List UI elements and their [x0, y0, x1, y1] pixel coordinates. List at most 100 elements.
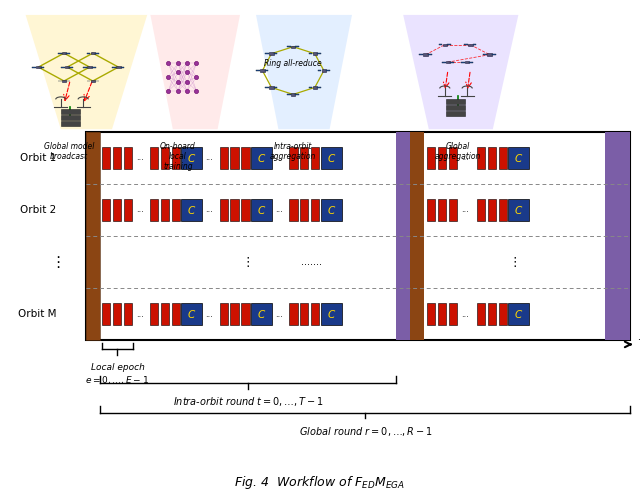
Bar	[91, 80, 95, 82]
Bar	[492, 54, 495, 55]
Bar	[113, 303, 121, 326]
Bar	[311, 303, 319, 326]
Bar	[438, 147, 446, 169]
Bar	[311, 199, 319, 221]
Bar	[181, 303, 202, 326]
Bar	[464, 44, 468, 45]
Bar	[102, 147, 110, 169]
Bar	[256, 70, 260, 71]
Bar	[322, 70, 326, 72]
Text: Orbit 1: Orbit 1	[20, 153, 56, 163]
Bar	[91, 52, 95, 54]
Bar	[410, 132, 424, 340]
Bar	[112, 67, 116, 68]
Bar	[311, 147, 319, 169]
Bar	[58, 81, 61, 82]
Text: Fig. 4  Workflow of F$_{\mathregular{ED}}$M$_{\mathregular{EGA}}$: Fig. 4 Workflow of F$_{\mathregular{ED}}…	[234, 474, 406, 491]
Bar	[58, 53, 61, 54]
Bar	[287, 46, 291, 47]
Bar	[61, 52, 67, 54]
Text: Intra-orbit
aggregation: Intra-orbit aggregation	[270, 142, 316, 161]
Bar	[61, 67, 65, 68]
Bar	[446, 99, 465, 104]
Bar	[113, 147, 121, 169]
Bar	[116, 66, 120, 68]
Bar	[150, 199, 158, 221]
Bar	[289, 147, 298, 169]
Bar	[451, 62, 454, 63]
Bar	[508, 199, 529, 221]
Text: ...: ...	[205, 205, 213, 215]
Bar	[427, 303, 435, 326]
Text: $C$: $C$	[187, 152, 196, 164]
Bar	[317, 87, 321, 88]
Bar	[113, 199, 121, 221]
Text: Ring all-reduce: Ring all-reduce	[264, 59, 322, 68]
Bar	[86, 132, 100, 340]
Bar	[438, 44, 442, 45]
Bar	[260, 70, 265, 72]
Text: Global
aggregation: Global aggregation	[435, 142, 481, 161]
Bar	[181, 199, 202, 221]
Text: ⋮: ⋮	[508, 255, 521, 269]
Bar	[36, 66, 41, 68]
Bar	[445, 61, 451, 63]
Bar	[438, 303, 446, 326]
Text: ...: ...	[136, 205, 143, 215]
Bar	[449, 303, 457, 326]
Polygon shape	[150, 15, 240, 129]
Bar	[465, 61, 470, 63]
Bar	[461, 62, 465, 63]
Bar	[86, 81, 90, 82]
Bar	[477, 199, 485, 221]
Bar	[65, 66, 69, 68]
Polygon shape	[26, 15, 147, 129]
Bar	[468, 44, 473, 46]
Bar	[161, 147, 169, 169]
Bar	[317, 53, 321, 54]
Bar	[172, 147, 180, 169]
Bar	[120, 67, 124, 68]
Bar	[317, 70, 321, 71]
Text: ⋮: ⋮	[242, 255, 254, 269]
Bar	[150, 147, 158, 169]
Bar	[124, 147, 132, 169]
Bar	[241, 147, 250, 169]
Bar	[241, 303, 250, 326]
Bar	[488, 147, 496, 169]
Text: ...: ...	[275, 205, 283, 215]
Bar	[438, 199, 446, 221]
Bar	[124, 303, 132, 326]
Bar	[428, 54, 431, 55]
Bar	[449, 199, 457, 221]
Bar	[61, 109, 80, 114]
Bar	[86, 53, 90, 54]
Bar	[296, 94, 299, 95]
Bar	[274, 53, 278, 54]
Bar	[269, 86, 274, 88]
Bar	[477, 303, 485, 326]
Bar	[124, 199, 132, 221]
Text: $C$: $C$	[326, 204, 336, 216]
Bar	[419, 54, 423, 55]
Bar	[67, 53, 70, 54]
Bar	[265, 70, 268, 71]
Bar	[172, 303, 180, 326]
Bar	[102, 199, 110, 221]
Bar	[296, 46, 299, 47]
Bar	[447, 44, 451, 45]
Bar	[424, 54, 428, 56]
Bar	[427, 147, 435, 169]
Text: Time: Time	[638, 339, 640, 349]
Text: Orbit M: Orbit M	[18, 309, 56, 320]
Bar	[499, 147, 507, 169]
Bar	[61, 121, 80, 126]
Bar	[442, 62, 445, 63]
Bar	[181, 147, 202, 169]
Bar	[61, 80, 67, 82]
Text: ...: ...	[275, 153, 283, 163]
Bar	[289, 199, 298, 221]
Bar	[83, 67, 87, 68]
Bar	[469, 62, 473, 63]
Text: ...: ...	[275, 310, 283, 319]
